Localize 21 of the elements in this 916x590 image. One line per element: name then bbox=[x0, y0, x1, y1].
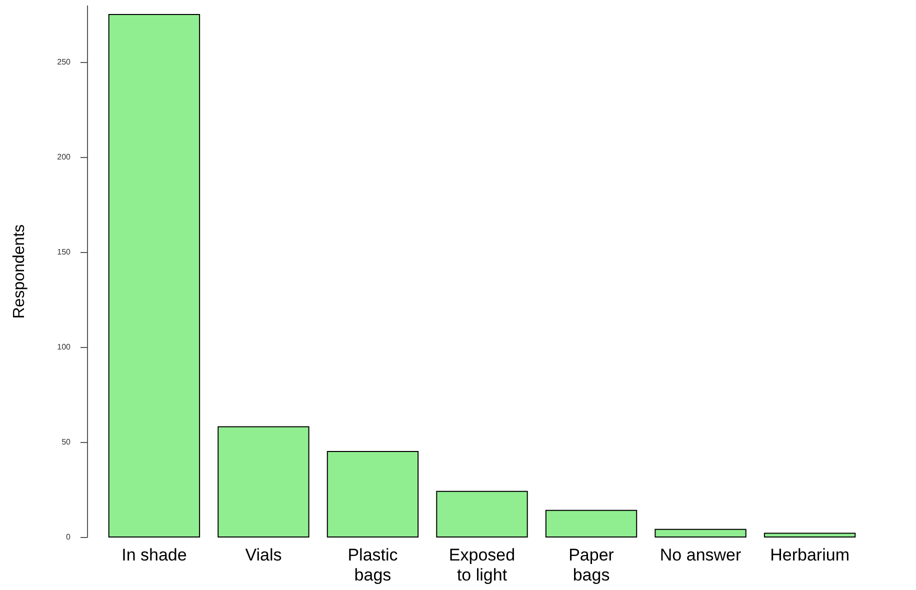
bar bbox=[218, 426, 310, 538]
bar bbox=[545, 510, 638, 538]
x-tick-label: No answer bbox=[660, 546, 742, 564]
x-tick-label: In shade bbox=[122, 546, 187, 564]
y-tick-label: 0 bbox=[66, 532, 72, 542]
y-axis-title: Respondents bbox=[11, 224, 28, 319]
x-tick-label: Plastic bags bbox=[348, 546, 398, 584]
x-tick-label: Paper bags bbox=[568, 546, 614, 584]
y-tick-label: 100 bbox=[57, 342, 72, 352]
y-tick-label: 50 bbox=[62, 438, 72, 446]
bar bbox=[764, 532, 856, 538]
bar bbox=[654, 528, 746, 538]
x-tick-label: Herbarium bbox=[770, 546, 850, 564]
x-tick-label: Exposed to light bbox=[448, 546, 516, 584]
bar bbox=[108, 14, 200, 538]
y-tick-label: 200 bbox=[57, 152, 72, 162]
bar bbox=[436, 490, 528, 538]
y-tick-label: 150 bbox=[57, 248, 72, 256]
x-tick-label: Vials bbox=[245, 546, 282, 564]
y-tick-label: 250 bbox=[57, 58, 72, 66]
bar bbox=[326, 451, 419, 538]
